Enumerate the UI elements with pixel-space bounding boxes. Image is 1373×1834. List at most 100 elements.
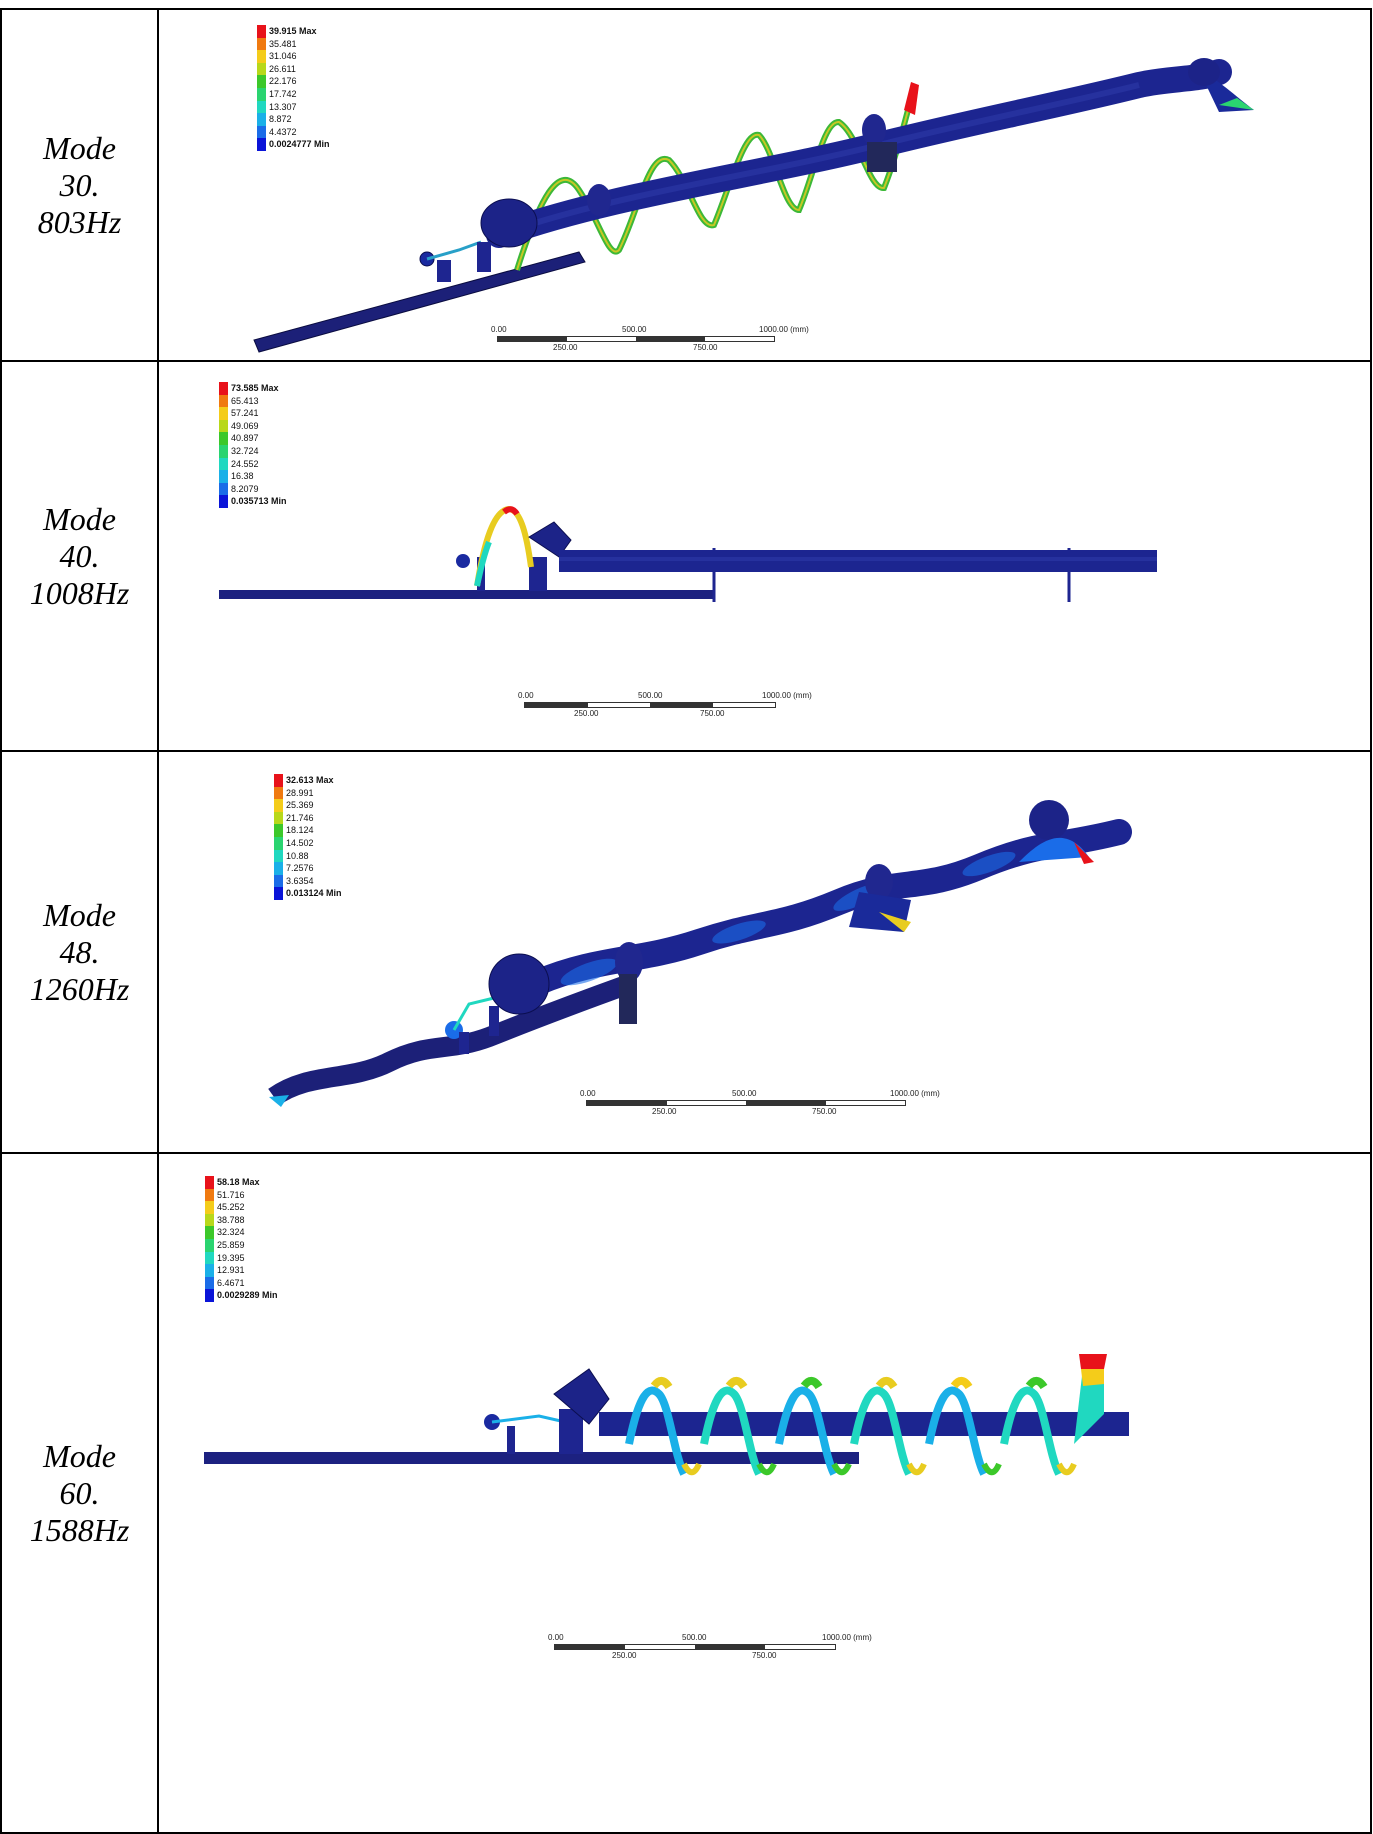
scale-label: 0.00 [580, 1089, 596, 1098]
mode-figure: 73.585 Max 65.413 57.241 49.069 40.897 3… [159, 362, 1370, 750]
legend-swatch [205, 1276, 214, 1290]
legend-value: 8.2079 [231, 483, 259, 494]
scale-bar: 0.00 500.00 1000.00 (mm) 250.00 750.00 [491, 325, 857, 358]
legend-value: 35.481 [269, 38, 297, 49]
legend-swatch [205, 1289, 214, 1302]
legend-swatch [257, 100, 266, 114]
mode-number: 40. [59, 537, 100, 574]
scale-label: 1000.00 (mm) [759, 325, 809, 334]
scale-label: 500.00 [682, 1633, 707, 1642]
mode-figure-cell: 39.915 Max 35.481 31.046 26.611 22.176 1… [157, 8, 1372, 362]
scale-bar-track [497, 336, 775, 342]
mode-label-line1: Mode [43, 500, 116, 537]
legend-swatch [257, 75, 266, 88]
mode-label-line1: Mode [43, 896, 116, 933]
scale-bar-track [554, 1644, 836, 1650]
legend-min: 0.035713 Min [231, 496, 287, 507]
mode-label-cell: Mode 48. 1260Hz [0, 750, 159, 1154]
legend-value: 18.124 [286, 825, 314, 836]
legend-value: 22.176 [269, 76, 297, 87]
scale-label: 500.00 [622, 325, 647, 334]
scale-bar-track [586, 1100, 906, 1106]
legend-value: 7.2576 [286, 863, 314, 874]
mode-row: Mode 48. 1260Hz [0, 750, 1372, 1154]
legend-swatch [257, 62, 266, 76]
scale-label: 500.00 [732, 1089, 757, 1098]
mode-figure: 32.613 Max 28.991 25.369 21.746 18.124 1… [159, 752, 1370, 1152]
mode-60-shape-render [204, 1354, 1129, 1476]
legend-max: 39.915 Max [269, 26, 317, 36]
mode-shapes-table: Mode 30. 803Hz [0, 8, 1372, 1834]
legend-swatch [219, 419, 228, 433]
scale-label: 0.00 [548, 1633, 564, 1642]
legend-value: 13.307 [269, 101, 297, 112]
legend-swatch [219, 407, 228, 420]
legend-value: 19.395 [217, 1252, 245, 1263]
scale-label: 1000.00 (mm) [822, 1633, 872, 1642]
legend-swatch [257, 25, 266, 38]
legend-value: 38.788 [217, 1214, 245, 1225]
legend-value: 49.069 [231, 420, 259, 431]
legend-max: 73.585 Max [231, 383, 279, 393]
mode-row: Mode 60. 1588Hz [0, 1152, 1372, 1834]
legend-swatch [205, 1238, 214, 1252]
mode-label-cell: Mode 40. 1008Hz [0, 360, 159, 752]
scale-label: 1000.00 (mm) [890, 1089, 940, 1098]
scale-bar: 0.00 500.00 1000.00 (mm) 250.00 750.00 [548, 1633, 894, 1666]
legend-value: 32.724 [231, 445, 259, 456]
contour-legend: 58.18 Max 51.716 45.252 38.788 32.324 25… [205, 1176, 278, 1302]
legend-swatch [274, 786, 283, 800]
legend-value: 65.413 [231, 395, 259, 406]
legend-value: 51.716 [217, 1189, 245, 1200]
contour-legend: 32.613 Max 28.991 25.369 21.746 18.124 1… [274, 774, 342, 900]
mode-30-shape-render [253, 58, 1254, 353]
mode-number: 30. [59, 166, 100, 203]
legend-value: 8.872 [269, 114, 292, 125]
mode-figure-cell: 32.613 Max 28.991 25.369 21.746 18.124 1… [157, 750, 1372, 1154]
mode-frequency: 1008Hz [29, 574, 130, 611]
legend-value: 17.742 [269, 88, 297, 99]
legend-swatch [257, 113, 266, 126]
mode-row: Mode 40. 1008Hz [0, 360, 1372, 752]
mode-label-line1: Mode [43, 129, 116, 166]
legend-swatch [257, 37, 266, 51]
legend-swatch [205, 1226, 214, 1239]
scale-label: 750.00 [693, 343, 718, 352]
scale-label: 250.00 [652, 1107, 677, 1116]
legend-swatch [205, 1251, 214, 1265]
legend-swatch [274, 862, 283, 875]
scale-label: 250.00 [574, 709, 599, 718]
legend-value: 14.502 [286, 837, 314, 848]
legend-swatch [274, 836, 283, 850]
scale-label: 250.00 [612, 1651, 637, 1660]
mode-number: 60. [59, 1474, 100, 1511]
mode-figure: 58.18 Max 51.716 45.252 38.788 32.324 25… [159, 1154, 1370, 1832]
mode-figure: 39.915 Max 35.481 31.046 26.611 22.176 1… [159, 10, 1370, 360]
legend-value: 31.046 [269, 51, 297, 62]
legend-min: 0.0024777 Min [269, 139, 330, 150]
scale-label: 500.00 [638, 691, 663, 700]
legend-swatch [257, 87, 266, 101]
legend-value: 6.4671 [217, 1277, 245, 1288]
scale-label: 250.00 [553, 343, 578, 352]
mode-row: Mode 30. 803Hz [0, 8, 1372, 362]
scale-label: 750.00 [700, 709, 725, 718]
legend-swatch [274, 824, 283, 837]
legend-value: 16.38 [231, 471, 254, 482]
legend-value: 21.746 [286, 812, 314, 823]
legend-swatch [205, 1201, 214, 1214]
mode-label-line1: Mode [43, 1437, 116, 1474]
legend-swatch [219, 432, 228, 445]
scale-bar: 0.00 500.00 1000.00 (mm) 250.00 750.00 [580, 1089, 976, 1122]
scale-label: 1000.00 (mm) [762, 691, 812, 700]
scale-bar-track [524, 702, 776, 708]
legend-value: 45.252 [217, 1202, 245, 1213]
legend-max: 32.613 Max [286, 775, 334, 785]
legend-swatch [257, 50, 266, 63]
legend-swatch [274, 811, 283, 825]
mode-figure-cell: 58.18 Max 51.716 45.252 38.788 32.324 25… [157, 1152, 1372, 1834]
legend-swatch [205, 1264, 214, 1277]
mode-40-shape-render [219, 505, 1157, 602]
legend-min: 0.013124 Min [286, 888, 342, 899]
legend-value: 28.991 [286, 787, 314, 798]
